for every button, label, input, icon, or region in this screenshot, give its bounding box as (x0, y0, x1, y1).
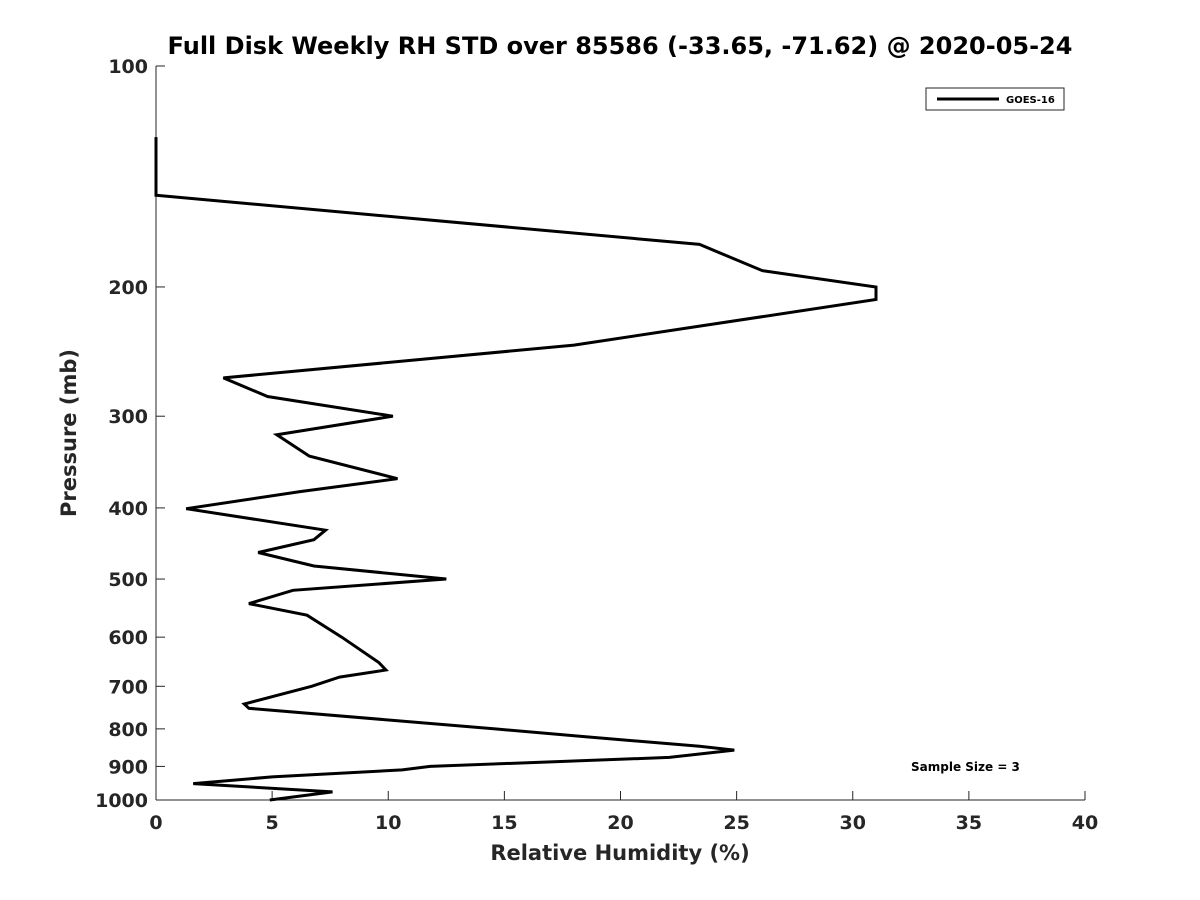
y-tick-label: 1000 (95, 790, 148, 812)
y-tick-label: 100 (108, 56, 148, 78)
x-tick-label: 30 (840, 812, 866, 834)
y-tick-label: 200 (108, 277, 148, 299)
sample-size-annotation: Sample Size = 3 (911, 760, 1020, 774)
y-tick-label: 600 (108, 627, 148, 649)
series-layer (154, 137, 878, 802)
x-tick-label: 20 (607, 812, 633, 834)
x-tick-label: 0 (149, 812, 162, 834)
x-tick-label: 25 (723, 812, 749, 834)
y-tick-label: 800 (108, 719, 148, 741)
x-tick-label: 10 (375, 812, 401, 834)
chart-title: Full Disk Weekly RH STD over 85586 (-33.… (168, 32, 1073, 60)
y-tick-label: 400 (108, 498, 148, 520)
y-axis-label: Pressure (mb) (57, 349, 81, 517)
x-tick-label: 5 (266, 812, 279, 834)
y-tick-label: 500 (108, 569, 148, 591)
y-tick-label: 700 (108, 676, 148, 698)
x-tick-label: 35 (956, 812, 982, 834)
legend: GOES-16 (925, 87, 1065, 111)
x-tick-label: 15 (491, 812, 517, 834)
y-ticks: 100 200 300 400 500 600 700 800 900 1000 (95, 56, 165, 812)
x-axis-label: Relative Humidity (%) (490, 841, 749, 865)
x-ticks: 0 5 10 15 20 25 30 35 40 (149, 791, 1098, 834)
legend-label-goes-16: GOES-16 (1006, 95, 1055, 106)
x-tick-label: 40 (1072, 812, 1098, 834)
series-line-goes-16 (154, 137, 878, 802)
y-tick-label: 900 (108, 756, 148, 778)
y-tick-label: 300 (108, 406, 148, 428)
